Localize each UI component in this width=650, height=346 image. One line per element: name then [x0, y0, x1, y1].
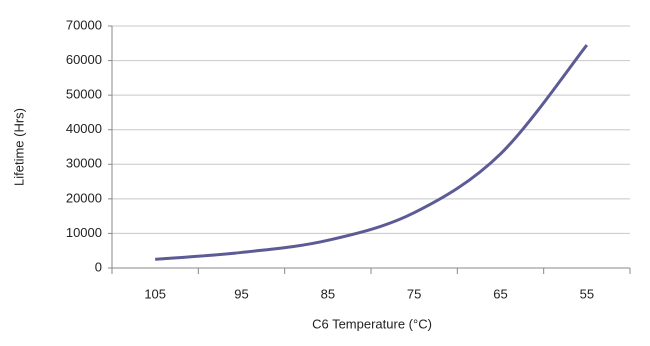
- y-tick-label: 70000: [66, 17, 102, 32]
- x-tick-label: 75: [407, 286, 421, 301]
- x-tick-label: 95: [234, 286, 248, 301]
- series-line: [155, 44, 589, 261]
- x-tick-label: 105: [144, 286, 166, 301]
- x-tick-label: 55: [580, 286, 594, 301]
- y-tick-label: 30000: [66, 156, 102, 171]
- y-tick-label: 40000: [66, 121, 102, 136]
- y-tick-label: 0: [95, 259, 102, 274]
- x-tick-label: 85: [321, 286, 335, 301]
- y-tick-label: 50000: [66, 87, 102, 102]
- y-tick-label: 10000: [66, 225, 102, 240]
- x-axis-title: C6 Temperature (°C): [312, 316, 432, 331]
- y-tick-label: 60000: [66, 52, 102, 67]
- y-axis-title: Lifetime (Hrs): [11, 108, 26, 186]
- x-tick-label: 65: [493, 286, 507, 301]
- y-tick-label: 20000: [66, 190, 102, 205]
